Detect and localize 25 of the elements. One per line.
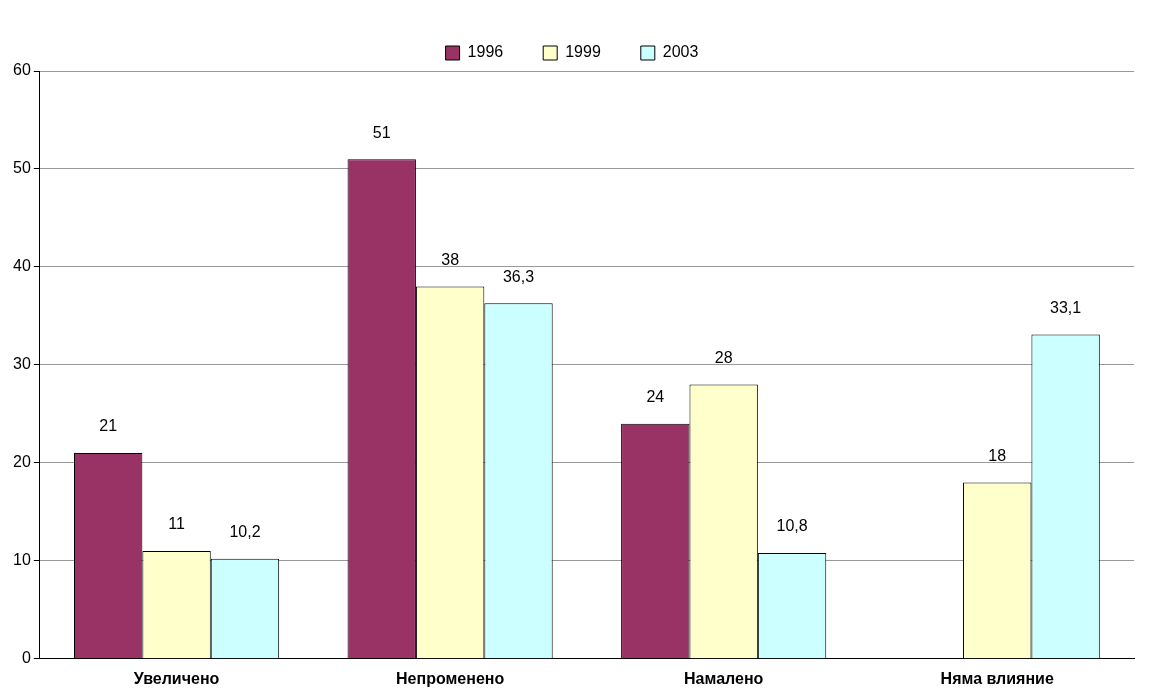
data-label: 24: [646, 388, 665, 406]
data-label: 33,1: [1050, 298, 1082, 316]
data-label: 51: [372, 123, 391, 141]
x-tick-label: Увеличено: [133, 669, 220, 687]
y-tick-label: 10: [13, 551, 31, 569]
data-label: 10,2: [229, 523, 261, 541]
data-label: 38: [441, 250, 460, 268]
legend-label: 1999: [565, 43, 601, 61]
x-tick-label: Непроменено: [396, 669, 505, 687]
data-label: 21: [99, 417, 118, 435]
data-label: 36,3: [502, 267, 535, 285]
y-tick-label: 40: [13, 257, 31, 275]
y-tick-label: 50: [13, 159, 31, 177]
x-tick-label: Намалено: [684, 669, 764, 687]
data-label: 28: [714, 348, 733, 366]
data-label: 11: [168, 515, 185, 533]
x-tick-label: Няма влияние: [940, 669, 1054, 687]
legend-label: 2003: [662, 43, 699, 61]
y-tick-label: 30: [13, 355, 31, 373]
data-label: 10,8: [776, 517, 808, 535]
y-tick-label: 60: [13, 61, 31, 79]
y-tick-label: 20: [13, 453, 31, 471]
data-label: 18: [988, 446, 1007, 464]
legend-label: 1996: [467, 43, 504, 61]
y-tick-label: 0: [21, 649, 31, 667]
